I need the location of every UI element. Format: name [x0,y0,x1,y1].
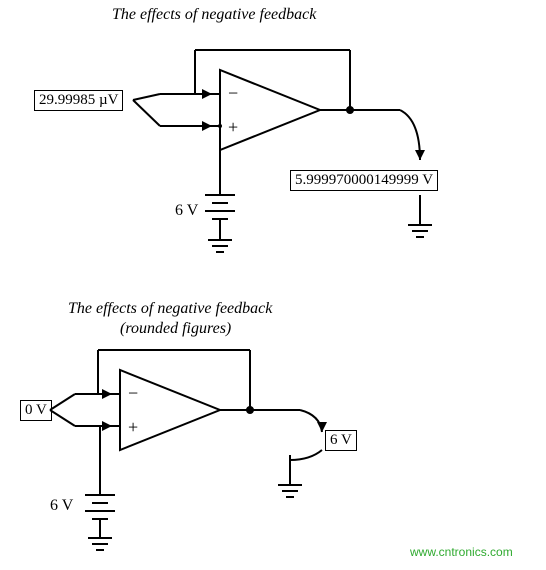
ground-icon [208,240,232,252]
ground-icon [88,538,112,550]
arrowhead-icon [102,389,112,399]
ground-icon [278,485,302,497]
svg-text:+: + [228,117,238,137]
arrowhead-icon [102,421,112,431]
svg-text:+: + [128,417,138,437]
svg-text:−: − [228,83,238,103]
circuit2-schematic: − + [0,290,546,570]
opamp-triangle-icon [120,370,220,450]
battery-icon [85,480,115,538]
circuit1-schematic: − + [0,0,546,290]
battery-icon [205,180,235,240]
ground-icon [408,225,432,237]
svg-text:−: − [128,383,138,403]
output-arrow-icon [300,410,322,432]
arrowhead-icon [202,121,212,131]
opamp-triangle-icon [220,70,320,150]
arrowhead-icon [202,89,212,99]
